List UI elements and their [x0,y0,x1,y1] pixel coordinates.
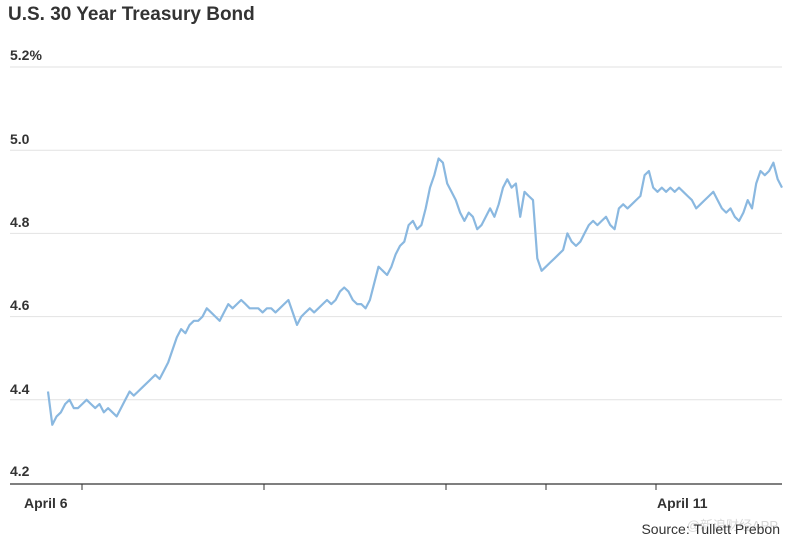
y-tick-label: 5.0 [10,131,30,147]
y-tick-label: 4.4 [10,381,30,397]
watermark: @新浪财经APP [686,518,778,533]
chart-title: U.S. 30 Year Treasury Bond [8,4,255,25]
series-line [46,157,783,426]
x-tick-label: April 11 [657,495,708,511]
y-tick-label: 4.2 [10,463,30,479]
y-tick-label: 4.8 [10,214,30,230]
x-axis [10,483,782,490]
gridlines [10,66,782,401]
source-note: Source: Tullett Prebon [641,521,780,537]
x-tick-label: April 6 [24,495,68,511]
y-tick-label: 4.6 [10,297,30,313]
y-tick-label: 5.2% [10,47,42,63]
